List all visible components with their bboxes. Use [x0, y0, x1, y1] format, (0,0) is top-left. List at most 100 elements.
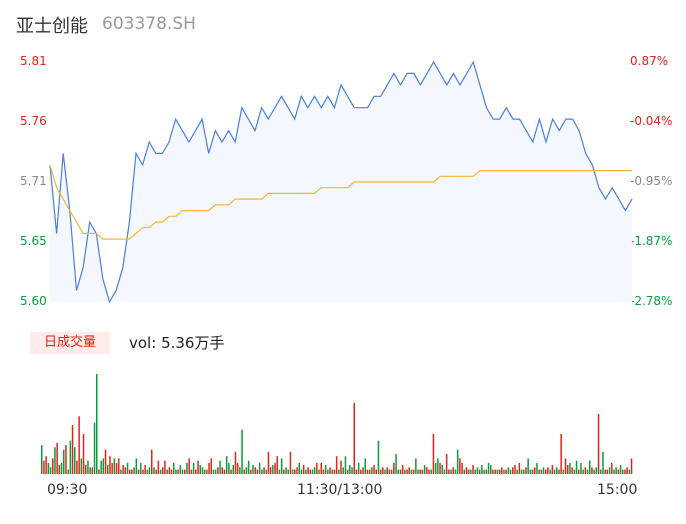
volume-bar	[307, 467, 309, 474]
volume-bar	[305, 469, 307, 474]
volume-bar	[492, 469, 494, 474]
volume-bar	[195, 469, 197, 474]
volume-bar	[613, 469, 615, 474]
volume-bar	[371, 467, 373, 474]
volume-bar	[223, 469, 226, 474]
volume-bar	[168, 467, 171, 474]
volume-bar	[456, 449, 459, 474]
volume-bar	[423, 465, 426, 474]
volume-bar	[267, 451, 270, 474]
volume-bar	[78, 416, 80, 474]
volume-bar	[586, 469, 589, 474]
volume-bar	[399, 469, 402, 474]
volume-bar	[549, 469, 551, 474]
volume-bar	[324, 465, 327, 474]
volume-bar	[490, 465, 492, 474]
volume-bar	[261, 469, 263, 474]
volume-bar	[243, 469, 245, 474]
volume-bar	[626, 467, 628, 474]
volume-bar	[393, 462, 395, 474]
volume-bar	[208, 462, 210, 474]
volume-bar	[91, 467, 94, 474]
volume-bar	[228, 462, 230, 474]
volume-bar	[302, 465, 305, 474]
volume-label: vol:	[129, 334, 157, 352]
volume-bar	[366, 469, 369, 474]
volume-bar	[245, 467, 248, 474]
y-right-tick: 0.87%	[630, 54, 669, 68]
volume-bar	[474, 469, 476, 474]
volume-bar	[520, 469, 523, 474]
volume-bar	[589, 460, 591, 474]
volume-bar	[313, 467, 316, 474]
volume-bar	[412, 469, 415, 474]
volume-bar	[252, 465, 254, 474]
volume-bar	[250, 469, 252, 474]
volume-bar	[569, 462, 571, 474]
volume-bar	[357, 462, 360, 474]
volume-bar	[617, 469, 620, 474]
average-price-line	[49, 164, 632, 240]
volume-bar	[547, 467, 549, 474]
volume-bar	[311, 469, 314, 474]
volume-bar	[74, 447, 76, 474]
volume-bar	[494, 469, 496, 474]
volume-bar	[190, 469, 193, 474]
volume-bar	[373, 465, 375, 474]
volume-bar	[362, 467, 364, 474]
volume-bar	[408, 467, 410, 474]
volume-bar	[155, 469, 157, 474]
volume-bar	[56, 442, 58, 474]
volume-bar	[346, 469, 349, 474]
volume-bar	[463, 469, 465, 474]
volume-bar	[382, 467, 384, 474]
volume-bar	[47, 462, 50, 474]
volume-bar	[320, 462, 322, 474]
volume-bar	[335, 456, 338, 474]
volume-bar	[450, 469, 452, 474]
volume-bar	[567, 465, 569, 474]
volume-bar	[137, 469, 140, 474]
volume-bar	[514, 465, 516, 474]
y-left-tick: 5.60	[20, 294, 47, 308]
volume-bar	[608, 467, 611, 474]
volume-tag[interactable]: 日成交量	[30, 332, 110, 354]
volume-bar	[234, 451, 237, 474]
volume-bar	[298, 462, 300, 474]
volume-bar	[536, 462, 538, 474]
volume-value: 5.36万手	[161, 334, 225, 352]
volume-bar	[472, 465, 474, 474]
volume-bar	[505, 469, 507, 474]
volume-bar	[518, 462, 521, 474]
volume-bar	[71, 425, 74, 474]
volume-bar	[173, 462, 175, 474]
volume-bar	[406, 469, 408, 474]
volume-bar	[80, 458, 83, 474]
volume-bar	[448, 469, 450, 474]
volume-bar	[606, 469, 609, 474]
volume-bar	[296, 467, 298, 474]
volume-bar	[140, 462, 142, 474]
volume-bar	[503, 469, 505, 474]
volume-bar	[344, 456, 347, 474]
volume-bar	[443, 469, 446, 474]
volume-bar	[624, 469, 626, 474]
volume-bar	[186, 462, 188, 474]
volume-bar	[272, 465, 274, 474]
volume-bar	[109, 456, 111, 474]
volume-bar	[96, 374, 98, 474]
volume-bar	[395, 454, 397, 474]
volume-bar	[379, 469, 382, 474]
volume-bar	[428, 469, 430, 474]
volume-bar	[230, 469, 232, 474]
volume-bar	[89, 467, 91, 474]
volume-bar	[415, 458, 417, 474]
volume-bar	[52, 458, 54, 474]
volume-bar	[525, 467, 527, 474]
volume-bar	[98, 469, 100, 474]
volume-bar	[177, 469, 179, 474]
volume-bar	[523, 469, 525, 474]
price-line	[49, 60, 633, 304]
volume-bar	[232, 465, 234, 474]
y-left-tick: 5.81	[20, 54, 47, 68]
